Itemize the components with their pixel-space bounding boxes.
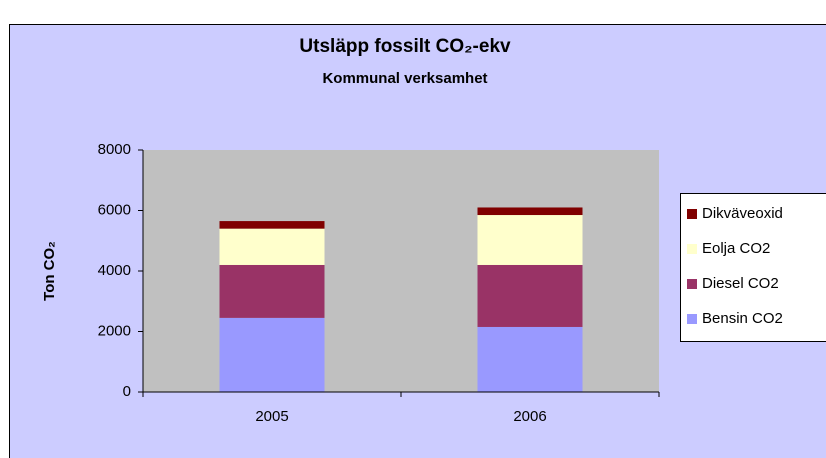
bar-segment xyxy=(219,228,325,265)
legend-swatch xyxy=(687,244,697,254)
bar-segment xyxy=(219,221,325,229)
legend-label: Diesel CO2 xyxy=(702,275,779,292)
bar-segment xyxy=(477,207,583,216)
legend-label: Eolja CO2 xyxy=(702,240,770,257)
y-axis-label: Ton CO₂ xyxy=(41,241,58,301)
y-tick-label: 0 xyxy=(123,383,131,400)
legend-label: Bensin CO2 xyxy=(702,310,783,327)
y-tick-label: 2000 xyxy=(98,322,131,339)
y-tick-label: 8000 xyxy=(98,141,131,158)
bar-segment xyxy=(477,326,583,392)
bar-segment xyxy=(477,215,583,265)
legend-swatch xyxy=(687,279,697,289)
legend-swatch xyxy=(687,314,697,324)
x-tick-label: 2006 xyxy=(513,408,546,425)
bar-segment xyxy=(219,264,325,318)
legend-box xyxy=(680,193,826,342)
legend-label: Dikväveoxid xyxy=(702,205,783,222)
y-tick-label: 6000 xyxy=(98,201,131,218)
x-tick-label: 2005 xyxy=(255,408,288,425)
y-tick-label: 4000 xyxy=(98,262,131,279)
chart-title: Utsläpp fossilt CO₂-ekv xyxy=(299,36,511,57)
chart-subtitle: Kommunal verksamhet xyxy=(322,70,487,87)
bar-segment xyxy=(219,317,325,392)
legend-swatch xyxy=(687,209,697,219)
bar-segment xyxy=(477,264,583,327)
